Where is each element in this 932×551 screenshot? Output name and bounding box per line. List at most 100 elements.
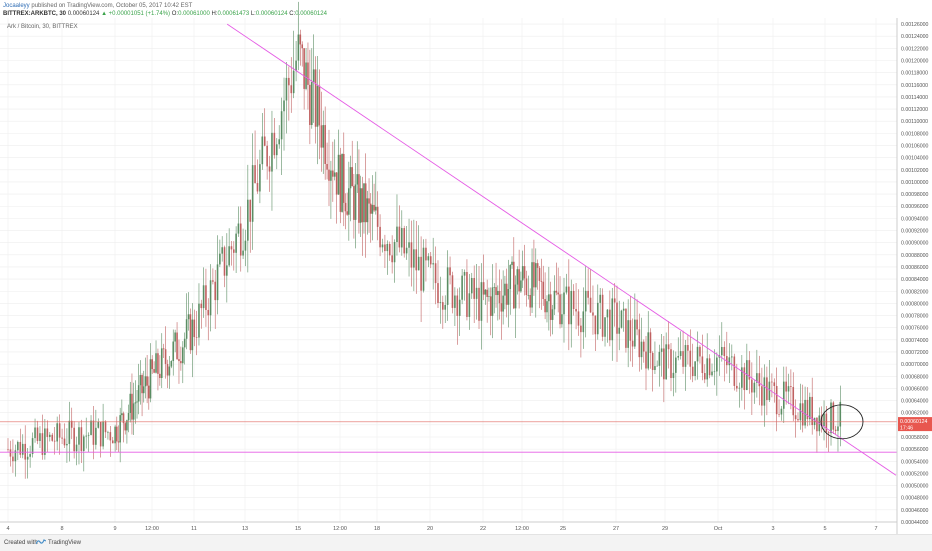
candle-body (318, 85, 321, 126)
y-tick-label: 0.00094000 (901, 216, 929, 222)
candle-body (207, 309, 210, 316)
candle-body (263, 136, 266, 146)
price-chart[interactable]: 0.00126000 0.00124000 0.00122000 0.00120000… (0, 0, 932, 534)
y-tick-label: 0.00054000 (901, 459, 929, 465)
candle-body (611, 298, 614, 341)
candle-body (332, 170, 334, 177)
candle-body (670, 349, 672, 379)
candle-body (549, 294, 552, 320)
publish-info: Jocaaleyy published on TradingView.com, … (3, 2, 192, 10)
candle-body (393, 242, 396, 263)
candle-body (677, 356, 680, 358)
candle-body (242, 250, 244, 256)
y-tick-label: 0.00074000 (901, 338, 929, 344)
candle-body (193, 319, 196, 338)
candle-body (386, 243, 389, 252)
candle-body (90, 420, 92, 435)
candle-body (429, 256, 432, 265)
candle-body (209, 280, 212, 316)
x-tick-label: 3 (771, 526, 774, 532)
candle-body (792, 387, 795, 416)
candle-body (149, 359, 152, 399)
candle-body (275, 144, 278, 156)
candle-body (314, 69, 317, 127)
open-value: 0.00060124 (67, 11, 100, 17)
candle-body (97, 421, 100, 428)
candle-body (811, 396, 813, 426)
candle-body (660, 348, 663, 352)
y-tick-label: 0.00118000 (901, 71, 928, 77)
candle-body (278, 139, 280, 145)
author-link[interactable]: Jocaaleyy (3, 3, 30, 9)
candle-body (369, 203, 372, 214)
candle-body (285, 77, 288, 101)
candle-body (568, 286, 570, 325)
l-label: L: (250, 11, 256, 17)
candle-body (354, 184, 357, 220)
symbol-label[interactable]: BITTREX:ARKBTC, 30 (3, 11, 67, 17)
x-tick-label: 20 (427, 526, 433, 532)
candle-body (500, 303, 503, 312)
x-tick-label: 11 (191, 526, 197, 532)
candle-body (335, 172, 338, 195)
candle-body (221, 247, 223, 254)
candle-body (235, 233, 237, 253)
tradingview-brand[interactable]: TradingView (48, 540, 82, 546)
candle-body (288, 77, 290, 86)
candle-body (371, 204, 374, 214)
y-tick-label: 0.00108000 (901, 131, 929, 137)
candle-body (495, 287, 497, 296)
candle-body (56, 423, 58, 442)
y-tick-label: 0.00114000 (901, 95, 928, 101)
x-tick-label: 5 (823, 526, 826, 532)
x-tick-label: 9 (113, 526, 116, 532)
candle-body (451, 275, 454, 308)
candle-body (44, 428, 46, 455)
candle-body (625, 308, 627, 348)
candle-body (273, 132, 276, 156)
y-tick-label: 0.00044000 (901, 520, 929, 526)
candle-body (181, 347, 184, 364)
h-label: H: (211, 11, 218, 17)
candle-body (553, 290, 556, 310)
x-tick-label: 8 (60, 526, 63, 532)
x-tick-label: Oct (714, 526, 723, 532)
footer-bar: Created with TradingView (0, 534, 932, 551)
candle-body (480, 282, 483, 321)
candle-body (466, 271, 468, 317)
candle-body (237, 223, 240, 234)
y-tick-label: 0.00096000 (901, 204, 929, 210)
candle-body (679, 351, 682, 357)
candle-body (162, 348, 165, 350)
candle-body (305, 62, 307, 89)
candle-body (649, 332, 652, 353)
candle-body (580, 325, 582, 333)
candle-body (442, 302, 444, 310)
candle-body (482, 282, 485, 295)
candle-body (733, 356, 736, 386)
candle-body (80, 427, 83, 451)
y-tick-label: 0.00084000 (901, 277, 929, 283)
x-tick-label: 7 (874, 526, 877, 532)
candle-body (470, 277, 473, 294)
candle-body (787, 386, 790, 392)
candle-body (75, 444, 78, 452)
candle-body (205, 285, 207, 310)
candle-body (301, 44, 304, 49)
candle-body (68, 420, 71, 444)
candle-body (486, 289, 488, 297)
drawings (0, 23, 897, 476)
candle-body (216, 264, 219, 301)
candle-body (599, 294, 601, 303)
last-price-label: 0.00060124 (900, 419, 928, 425)
candle-body (832, 402, 835, 430)
y-tick-label: 0.00098000 (901, 192, 929, 198)
candle-body (658, 351, 661, 366)
tradingview-logo-icon (36, 539, 46, 545)
y-tick-label: 0.00048000 (901, 496, 929, 502)
candle-body (160, 348, 163, 378)
candle-body (751, 379, 753, 393)
c-value: 0.00060124 (295, 11, 327, 17)
y-tick-label: 0.00070000 (901, 362, 929, 368)
y-tick-label: 0.00088000 (901, 253, 929, 259)
